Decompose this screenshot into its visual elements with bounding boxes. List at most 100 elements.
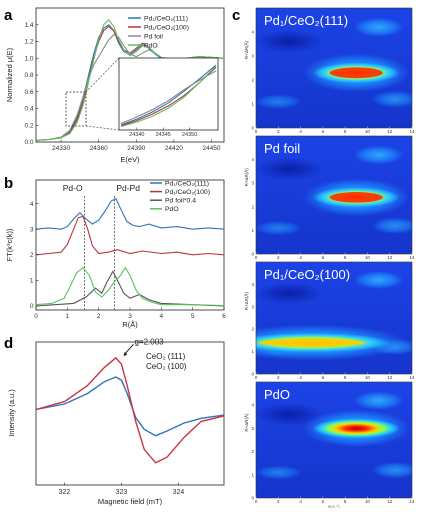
- wavelet-map-xtick-label: 8: [344, 129, 347, 134]
- wavelet-map-ylabel: R+ΔR(Å): [243, 40, 249, 59]
- wavelet-map-xtick-label: 14: [409, 255, 415, 260]
- panel-b-series-line: [35, 215, 225, 256]
- panel-b-xtick-label: 0: [34, 313, 38, 320]
- wavelet-map-ylabel: R+ΔR(Å): [243, 292, 249, 311]
- panel-d-ylabel: Intensity (a.u.): [7, 389, 16, 437]
- panel-d-annotation-arrowhead: [123, 352, 128, 357]
- wavelet-map-xlabel: k(Å⁻¹): [328, 503, 341, 509]
- panel-a-xtick-label: 24390: [127, 145, 145, 152]
- panel-b-annotation: Pd-O: [63, 183, 83, 193]
- wavelet-map-feature: [371, 217, 412, 234]
- panel-b-series-line: [35, 270, 225, 307]
- wavelet-map-feature: [371, 462, 412, 479]
- wavelet-map-xtick-label: 4: [299, 255, 302, 260]
- wavelet-map-xtick-label: 10: [365, 499, 371, 504]
- wavelet-map-frame: [255, 381, 413, 499]
- wavelet-map-xtick-label: 4: [299, 499, 302, 504]
- panel-b-legend-label: Pd foil*0.4: [165, 198, 196, 205]
- panel-b-xtick-label: 1: [66, 313, 70, 320]
- panel-a-xtick-label: 24330: [52, 145, 70, 152]
- panel-a-zoom-box: [65, 91, 87, 127]
- wavelet-map-xtick-label: 0: [255, 255, 258, 260]
- panel-b-legend-label: PdO: [165, 206, 179, 213]
- wavelet-map-xtick-label: 8: [344, 499, 347, 504]
- panel-d-legend-label: CeO₂ (111): [146, 352, 186, 361]
- panel-a-ytick-label: 0.6: [24, 89, 33, 96]
- panel-a-xtick-label: 24420: [165, 145, 183, 152]
- panel-a-ytick-label: 0.4: [24, 106, 33, 113]
- wavelet-map-ylabel: R+ΔR(Å): [243, 413, 249, 432]
- panel-a-inset-xtick-label: 24340: [129, 132, 144, 138]
- panel-b-xtick-label: 5: [191, 313, 195, 320]
- panel-a-legend-label: Pd foil: [144, 33, 163, 40]
- wavelet-map-xtick-label: 2: [277, 255, 280, 260]
- panel-d-annotation-arrow: [124, 343, 134, 355]
- wavelet-map-ytick-label: 0: [251, 252, 254, 257]
- wavelet-map-xtick-label: 2: [277, 499, 280, 504]
- wavelet-map-ytick-label: 1: [251, 102, 254, 107]
- wavelet-map-ytick-label: 1: [251, 472, 254, 477]
- panel-d-legend-label: CeO₂ (100): [146, 362, 187, 371]
- wavelet-map-ytick-label: 3: [251, 426, 254, 431]
- wavelet-map-ytick-label: 4: [251, 282, 254, 287]
- wavelet-map-frame: [255, 7, 413, 129]
- wavelet-map-xtick-label: 2: [277, 129, 280, 134]
- panel-b-series-line: [35, 266, 225, 307]
- panel-b-series-line: [35, 197, 225, 230]
- panel-d-frame: [35, 341, 225, 486]
- panel-a-inset-series-line: [120, 65, 217, 128]
- panel-a-ytick-label: 0.8: [24, 72, 33, 79]
- wavelet-map-xtick-label: 10: [365, 129, 371, 134]
- wavelet-map-title: Pd foil: [264, 141, 300, 156]
- panel-b-ytick-label: 4: [30, 201, 34, 208]
- panel-a-xtick-label: 24450: [202, 145, 220, 152]
- panel-b-ytick-label: 2: [30, 252, 34, 259]
- panel-d-chart: 322 323 324 g=2.003 Magnetic field (mT) In…: [7, 337, 225, 506]
- panel-d-series-line: [35, 356, 225, 464]
- wavelet-map-feature: [353, 145, 404, 165]
- wavelet-map-feature: [256, 402, 324, 427]
- panel-a-legend-label: PdO: [144, 42, 158, 49]
- wavelet-map-ytick-label: 1: [251, 228, 254, 233]
- panel-a-zoom-connector: [85, 125, 120, 131]
- wavelet-map-xtick-label: 10: [365, 375, 371, 380]
- panel-a-xtick-label: 24360: [90, 145, 108, 152]
- wavelet-map-xtick-label: 12: [387, 375, 393, 380]
- wavelet-map-ytick-label: 3: [251, 304, 254, 309]
- wavelet-map-hotspot: [312, 418, 400, 439]
- wavelet-map-feature: [353, 270, 404, 289]
- wavelet-map-xtick-label: 6: [322, 129, 325, 134]
- panel-b-annotation: Pd-Pd: [116, 183, 140, 193]
- panel-a-ytick-label: 1.4: [24, 22, 33, 29]
- wavelet-map-xtick-label: 2: [277, 375, 280, 380]
- wavelet-map-core: [258, 338, 365, 347]
- watermark: 知乎 @科学材料站: [327, 502, 410, 515]
- wavelet-map-xtick-label: 12: [387, 129, 393, 134]
- wavelet-map-title: Pd₁/CeO₂(100): [264, 267, 350, 282]
- panel-a-inset-frame: [118, 57, 219, 131]
- wavelet-map-xtick-label: 6: [322, 255, 325, 260]
- wavelet-map-xtick-label: 14: [409, 375, 415, 380]
- wavelet-map-xtick-label: 4: [299, 375, 302, 380]
- wavelet-map-feature: [353, 17, 404, 37]
- panel-label-b: b: [4, 175, 13, 192]
- wavelet-map-frame: [255, 135, 413, 255]
- panel-b-xtick-label: 4: [160, 313, 164, 320]
- wavelet-map-core: [329, 192, 383, 203]
- panel-a-ytick-label: 1.0: [24, 55, 33, 62]
- panel-d-xlabel: Magnetic field (mT): [98, 497, 163, 506]
- wavelet-map-ytick-label: 4: [251, 157, 254, 162]
- wavelet-map-feature: [256, 220, 302, 236]
- wavelet-map-core: [329, 67, 383, 79]
- wavelet-map-xtick-label: 0: [255, 129, 258, 134]
- panel-a-inset-series-line: [120, 64, 217, 126]
- wavelet-map-title: Pd₁/CeO₂(111): [264, 13, 348, 28]
- wavelet-map-xtick-label: 6: [322, 375, 325, 380]
- panel-b-ytick-label: 1: [30, 278, 34, 285]
- wavelet-map-xtick-label: 8: [344, 255, 347, 260]
